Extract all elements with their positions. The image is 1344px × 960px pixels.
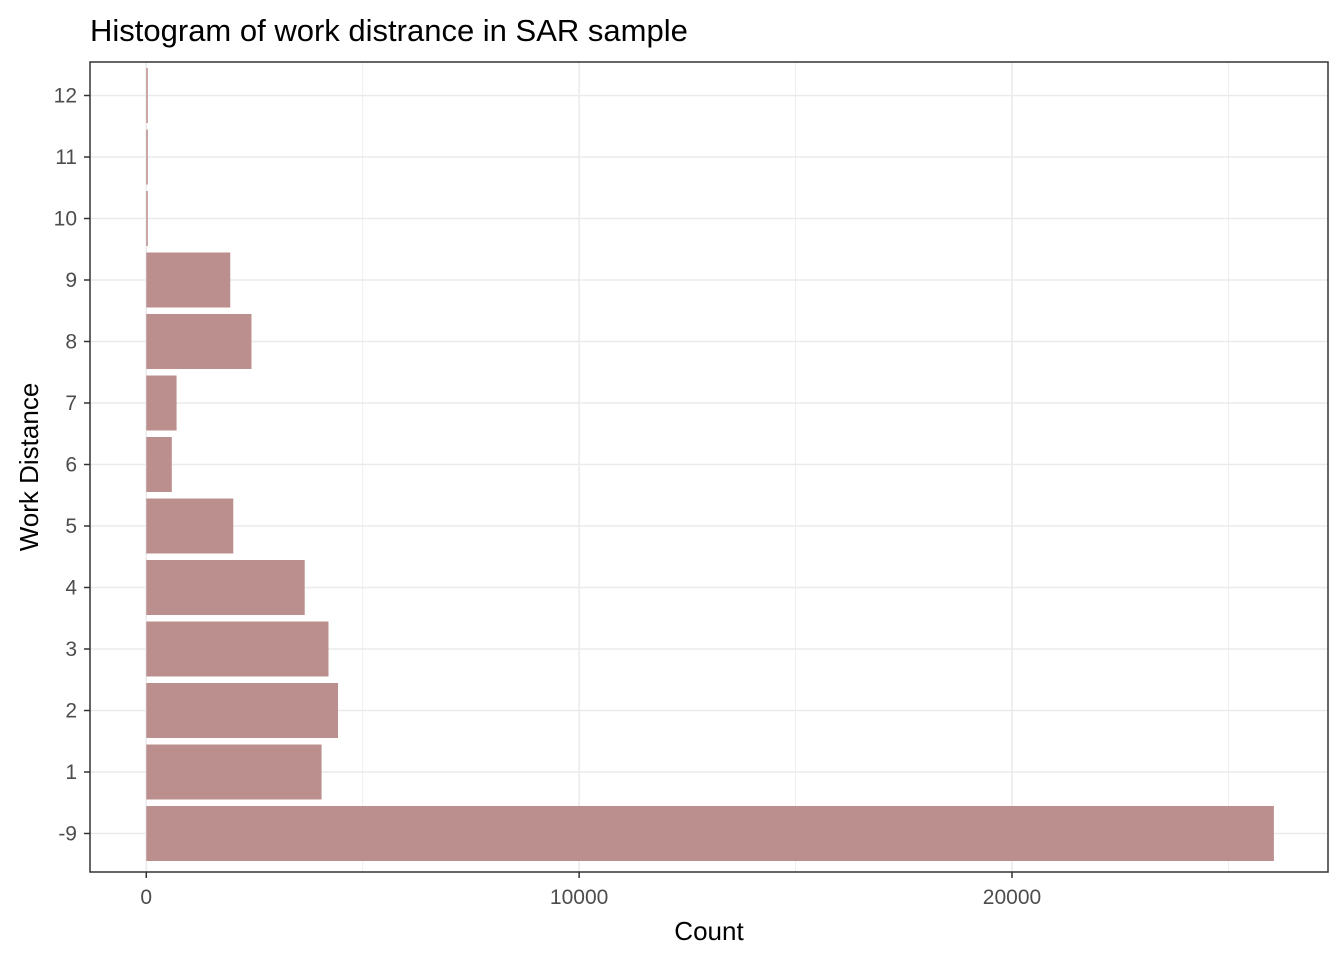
x-tick-label: 0	[140, 886, 152, 909]
y-tick-label: -9	[58, 823, 77, 846]
bar-7	[146, 375, 177, 431]
x-tick-label: 20000	[983, 886, 1041, 909]
bar-10	[146, 191, 148, 246]
bar-5	[146, 498, 234, 554]
x-axis-title: Count	[674, 916, 744, 946]
y-tick-label: 8	[65, 331, 77, 354]
y-axis-title: Work Distance	[14, 383, 44, 552]
y-tick-label: 6	[65, 454, 77, 477]
y-tick-label: 2	[65, 700, 77, 723]
bar-3	[146, 621, 329, 677]
y-tick-label: 7	[65, 392, 77, 415]
panel-border	[89, 61, 1329, 873]
y-tick-label: 9	[65, 269, 77, 292]
bar-6	[146, 437, 172, 492]
y-tick-label: 1	[65, 761, 77, 784]
bar-4	[146, 560, 305, 615]
bar-12	[146, 68, 148, 123]
chart-title: Histogram of work distrance in SAR sampl…	[90, 13, 688, 48]
y-tick-label: 5	[65, 515, 77, 538]
y-tick-label: 11	[55, 146, 77, 169]
x-tick-label: 10000	[550, 886, 608, 909]
y-tick-label: 10	[54, 208, 77, 231]
bar-1	[146, 744, 322, 800]
x-axis: 0 10000 20000	[140, 872, 1041, 909]
bar-9	[146, 252, 231, 308]
bar-8	[146, 314, 252, 369]
bar-11	[146, 129, 148, 185]
y-tick-label: 4	[65, 577, 77, 600]
bar--9	[146, 806, 1274, 861]
y-tick-label: 3	[65, 638, 77, 661]
bar-2	[146, 683, 339, 738]
y-tick-label: 12	[54, 85, 77, 108]
bars	[146, 68, 1274, 861]
